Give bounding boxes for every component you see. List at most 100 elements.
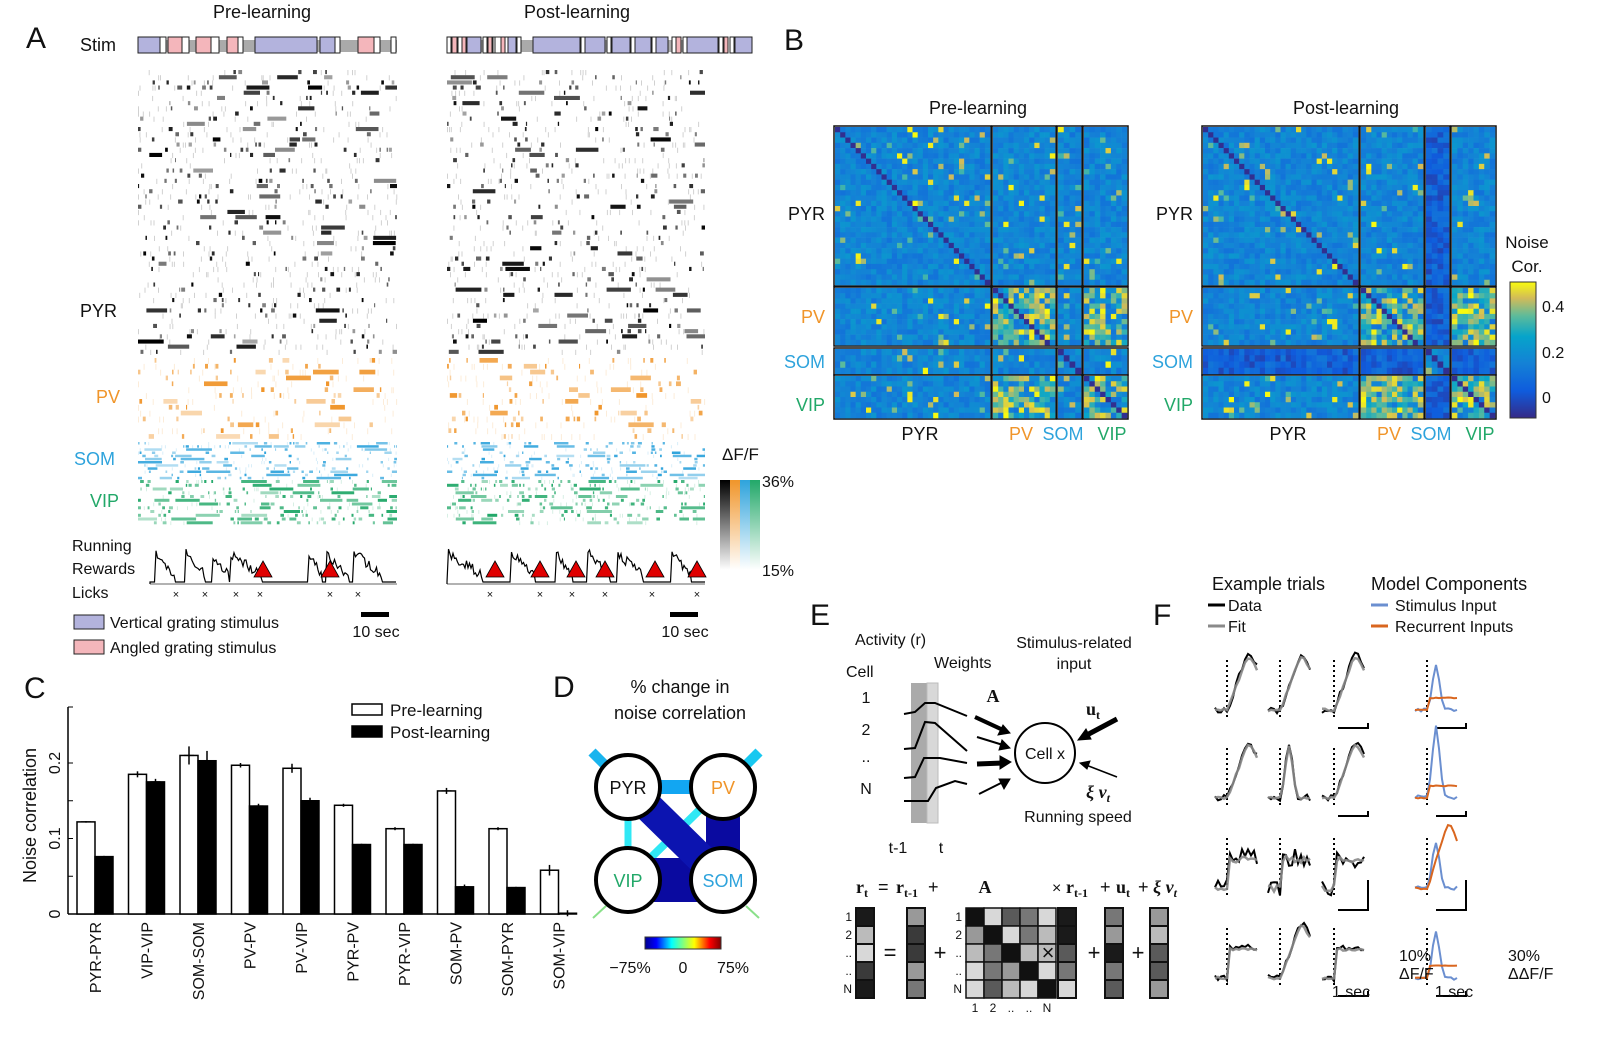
raster-faint-pyr (605, 85, 607, 91)
matrix-cell (1049, 174, 1056, 180)
matrix-cell (1024, 242, 1030, 249)
matrix-cell (1003, 227, 1009, 233)
raster-event-som (651, 442, 653, 445)
raster-faint-pyr (153, 116, 155, 122)
raster-faint-pyr (460, 199, 462, 205)
raster-faint-pv (473, 363, 475, 370)
matrix-cell (1039, 148, 1045, 154)
matrix-cell (959, 258, 965, 265)
raster-faint-pyr (245, 101, 247, 107)
raster-event-pyr (390, 184, 397, 189)
raster-event-vip (604, 521, 609, 525)
matrix-cell (1029, 319, 1035, 325)
raster-faint-pyr (452, 298, 454, 304)
raster-faint-pyr (558, 313, 560, 319)
matrix-cell (1049, 184, 1056, 191)
matrix-cell (969, 308, 975, 315)
raster-event-pyr (381, 80, 384, 85)
matrix-cell (1024, 184, 1030, 191)
matrix-cell (1013, 253, 1020, 259)
matrix-cell (984, 206, 991, 212)
matrix-cell (1044, 355, 1051, 362)
raster-faint-pyr (541, 70, 543, 76)
matrix-cell (1116, 279, 1122, 286)
matrix-cell (1013, 298, 1020, 304)
matrix-cell (1075, 367, 1082, 375)
raster-faint-pyr (372, 215, 374, 221)
raster-event-pyr (167, 220, 170, 225)
raster-faint-pyr (352, 173, 353, 179)
raster-faint-som (565, 448, 567, 452)
raster-event-som (380, 461, 383, 464)
stim-epoch (580, 36, 586, 54)
raster-event-som (544, 454, 547, 458)
raster-event-pyr (612, 75, 615, 80)
raster-event-vip (182, 491, 185, 495)
matrix-cell (1039, 258, 1045, 265)
matrix-cell (886, 349, 893, 356)
matrix-cell (866, 158, 872, 165)
raster-faint-pyr (689, 194, 691, 200)
raster-event-vip (455, 517, 474, 521)
matrix-cell (1075, 274, 1082, 281)
raster-event-vip (168, 491, 172, 495)
colorbar-max: 36% (762, 474, 794, 491)
matrix-cell (1116, 263, 1122, 270)
raster-faint-pv (302, 416, 304, 423)
matrix-cell (1049, 148, 1056, 154)
matrix-cell (933, 361, 939, 369)
raster-event-pyr (652, 90, 654, 95)
matrix-cell (840, 334, 846, 341)
raster-event-pyr (523, 101, 526, 106)
matrix-cell (969, 169, 975, 175)
raster-faint-pyr (270, 282, 272, 288)
matrix-cell (1008, 216, 1014, 223)
raster-event-som (509, 461, 514, 464)
raster-faint-som (339, 445, 341, 449)
matrix-cell (998, 308, 1004, 315)
raster-faint-som (164, 445, 166, 449)
raster-event-pyr (138, 127, 141, 132)
matrix-cell (1029, 153, 1035, 159)
raster-event-vip (551, 495, 555, 498)
raster-faint-pyr (354, 70, 356, 76)
matrix-cell (1013, 148, 1020, 154)
matrix-cell (1100, 248, 1106, 254)
raster-event-pyr (481, 184, 484, 189)
raster-faint-pv (138, 416, 139, 423)
raster-faint-pyr (188, 298, 190, 304)
matrix-cell (1013, 179, 1020, 186)
raster-event-pyr (173, 251, 176, 256)
matrix-cell (1008, 153, 1014, 159)
raster-faint-som (138, 451, 139, 455)
raster-event-vip (377, 506, 381, 510)
raster-event-vip (690, 487, 694, 491)
matrix-cell (881, 279, 887, 286)
matrix-cell (1094, 200, 1101, 207)
raster-faint-pv (173, 363, 175, 370)
matrix-cell (907, 232, 913, 238)
raster-faint-pyr (225, 298, 227, 304)
raster-event-som (145, 457, 162, 461)
raster-faint-pyr (230, 132, 232, 138)
raster-faint-pyr (188, 235, 190, 241)
raster-event-vip (181, 495, 185, 498)
raster-faint-pyr (526, 163, 528, 169)
raster-faint-pv (471, 363, 473, 370)
raster-faint-pyr (457, 277, 459, 283)
raster-faint-pyr (346, 204, 348, 210)
matrix-cell (959, 163, 965, 170)
matrix-cell (933, 367, 939, 375)
matrix-cell (1121, 263, 1128, 270)
raster-event-pyr (375, 158, 380, 163)
raster-faint-pyr (254, 137, 256, 143)
matrix-cell (1063, 242, 1070, 249)
matrix-cell (1049, 319, 1056, 325)
matrix-cell (845, 153, 851, 159)
raster-faint-pyr (389, 230, 391, 236)
matrix-cell (866, 211, 872, 217)
raster-faint-pyr (349, 111, 351, 117)
stim-epoch (237, 36, 244, 54)
matrix-cell (1094, 190, 1101, 196)
raster-faint-pv (466, 399, 468, 405)
